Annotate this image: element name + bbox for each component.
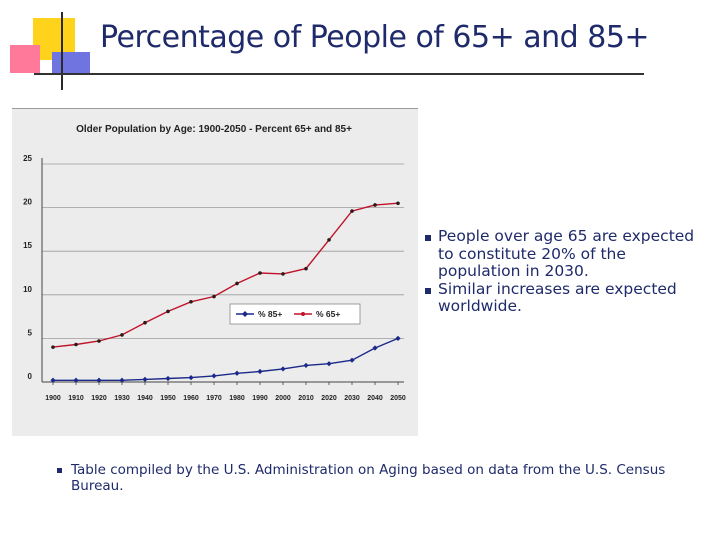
data-point: [212, 294, 216, 299]
data-point: [373, 203, 377, 207]
data-point: [281, 272, 285, 276]
chart-title: Older Population by Age: 1900-2050 - Per…: [76, 124, 352, 135]
data-point: [96, 377, 102, 383]
chart-container: Older Population by Age: 1900-2050 - Per…: [12, 108, 418, 436]
x-tick-label: 1970: [206, 395, 222, 402]
line-chart: Older Population by Age: 1900-2050 - Per…: [12, 108, 418, 436]
data-point: [326, 361, 332, 367]
data-point: [234, 370, 240, 376]
bullet-square-icon: [425, 235, 431, 241]
x-tick-label: 1940: [137, 395, 153, 402]
y-tick-label: 5: [28, 328, 33, 337]
data-point: [327, 238, 331, 242]
logo-pink-square: [10, 45, 40, 73]
legend-85-label: % 85+: [258, 309, 282, 319]
footnote-text: Table compiled by the U.S. Administratio…: [71, 462, 666, 494]
slide-title: Percentage of People of 65+ and 85+: [100, 20, 650, 55]
data-point: [235, 281, 239, 286]
logo-blue-square: [52, 52, 90, 74]
legend: % 85+ % 65+: [229, 303, 361, 325]
data-point: [50, 377, 56, 383]
data-point: [97, 339, 101, 343]
data-point: [211, 373, 217, 379]
bullet-text: Similar increases are expected worldwide…: [438, 279, 677, 315]
x-tick-label: 2040: [367, 395, 383, 402]
chart-background: [12, 108, 418, 436]
data-point: [51, 345, 55, 349]
x-tick-label: 1920: [91, 395, 107, 402]
y-tick-label: 0: [28, 372, 33, 381]
data-point: [304, 266, 308, 271]
data-point: [143, 320, 147, 325]
x-tick-label: 1960: [183, 395, 199, 402]
data-point: [257, 368, 263, 375]
legend-85-marker: [242, 311, 248, 317]
y-tick-label: 20: [23, 198, 32, 207]
data-point: [120, 333, 124, 337]
series-line-85plus: [53, 337, 399, 381]
x-tick-label: 1980: [229, 395, 245, 402]
data-point: [188, 375, 194, 381]
data-point: [280, 366, 286, 372]
x-tick-label: 1990: [252, 395, 268, 402]
logo-vertical-line: [61, 12, 63, 90]
x-tick-label: 2020: [321, 395, 337, 402]
data-point: [372, 345, 378, 351]
data-point: [165, 375, 171, 382]
x-tick-label: 2030: [344, 395, 360, 402]
x-tick-label: 1900: [45, 395, 61, 402]
y-tick-label: 10: [23, 285, 32, 294]
bullet-text: People over age 65 are expected to const…: [438, 227, 695, 280]
x-tick-label: 1910: [68, 395, 84, 402]
bullet-list: People over age 65 are expected to const…: [420, 227, 710, 316]
series-layer: [50, 201, 401, 383]
x-tick-label: 1930: [114, 395, 130, 402]
bullet-item: Similar increases are expected worldwide…: [420, 279, 710, 316]
bullet-item: People over age 65 are expected to const…: [420, 227, 710, 281]
data-point: [349, 357, 355, 363]
data-point: [189, 299, 193, 304]
legend-65-label: % 65+: [316, 309, 340, 319]
legend-65-marker: [301, 312, 305, 316]
axis-layer: 0 5 10 15 20 25 1900 1910 1920 1930 1940 1950 1960 19…: [23, 154, 406, 402]
x-tick-label: 2050: [390, 395, 406, 402]
data-point: [142, 376, 148, 382]
bullet-square-icon: [57, 468, 62, 473]
data-point: [258, 271, 262, 275]
bullet-square-icon: [425, 287, 431, 294]
chart-frame-top: [12, 108, 418, 109]
title-divider-line: [34, 73, 644, 75]
data-point: [166, 309, 170, 314]
footnote: Table compiled by the U.S. Administratio…: [52, 462, 691, 494]
data-point: [396, 201, 400, 206]
y-tick-label: 25: [23, 154, 32, 163]
data-point: [303, 362, 309, 369]
y-tick-label: 15: [23, 241, 32, 250]
data-point: [350, 209, 354, 213]
data-point: [74, 342, 78, 347]
data-point: [119, 377, 125, 383]
x-tick-label: 2010: [298, 395, 314, 402]
x-tick-label: 2000: [275, 395, 291, 402]
x-tick-label: 1950: [160, 395, 176, 402]
series-line-65plus: [52, 202, 399, 348]
